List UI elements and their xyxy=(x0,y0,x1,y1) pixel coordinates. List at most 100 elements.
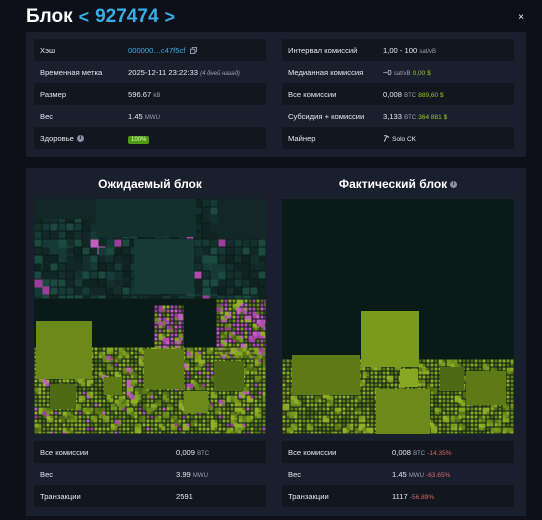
transaction-square[interactable] xyxy=(34,295,42,299)
transaction-square[interactable] xyxy=(374,375,378,379)
transaction-square[interactable] xyxy=(238,391,246,399)
transaction-square[interactable] xyxy=(134,367,138,371)
transaction-square[interactable] xyxy=(350,399,354,403)
transaction-square[interactable] xyxy=(254,407,262,415)
transaction-square[interactable] xyxy=(162,317,170,325)
transaction-square[interactable] xyxy=(252,351,256,355)
transaction-square[interactable] xyxy=(318,403,322,407)
transaction-square[interactable] xyxy=(474,427,478,431)
transaction-square[interactable] xyxy=(470,431,474,434)
transaction-square[interactable] xyxy=(150,423,154,427)
transaction-square[interactable] xyxy=(78,423,82,427)
transaction-square[interactable] xyxy=(234,239,242,247)
transaction-square[interactable] xyxy=(286,423,290,427)
transaction-square[interactable] xyxy=(118,415,122,419)
transaction-square[interactable] xyxy=(224,327,228,331)
transaction-square[interactable] xyxy=(438,399,442,403)
transaction-square[interactable] xyxy=(142,403,150,411)
transaction-square[interactable] xyxy=(66,415,74,423)
transaction-square[interactable] xyxy=(282,375,286,379)
transaction-square[interactable] xyxy=(242,367,250,375)
transaction-square[interactable] xyxy=(122,359,126,363)
transaction-square[interactable] xyxy=(126,387,134,395)
transaction-square[interactable] xyxy=(502,359,506,363)
transaction-square[interactable] xyxy=(154,305,158,309)
transaction-square[interactable] xyxy=(234,271,242,279)
transaction-square[interactable] xyxy=(294,411,298,415)
transaction-square[interactable] xyxy=(194,419,198,423)
transaction-square[interactable] xyxy=(170,305,174,309)
transaction-square[interactable] xyxy=(230,395,238,403)
transaction-square[interactable] xyxy=(122,391,126,395)
transaction-square[interactable] xyxy=(162,305,166,309)
transaction-square[interactable] xyxy=(158,407,162,411)
transaction-square[interactable] xyxy=(232,331,236,335)
transaction-square[interactable] xyxy=(66,239,74,247)
transaction-square[interactable] xyxy=(166,391,170,395)
transaction-square[interactable] xyxy=(446,431,450,434)
transaction-square[interactable] xyxy=(118,411,122,415)
transaction-square[interactable] xyxy=(294,395,298,399)
transaction-square[interactable] xyxy=(482,367,486,371)
transaction-square[interactable] xyxy=(166,317,170,321)
transaction-square[interactable] xyxy=(194,375,198,379)
transaction-square[interactable] xyxy=(70,411,74,415)
transaction-square[interactable] xyxy=(252,347,256,351)
transaction-square[interactable] xyxy=(238,403,242,407)
transaction-square[interactable] xyxy=(422,363,426,367)
transaction-square[interactable] xyxy=(226,411,230,415)
transaction-square[interactable] xyxy=(102,359,106,363)
transaction-square[interactable] xyxy=(262,375,266,379)
transaction-square[interactable] xyxy=(82,419,86,423)
transaction-square[interactable] xyxy=(244,343,248,347)
transaction-square[interactable] xyxy=(478,415,486,423)
transaction-square[interactable] xyxy=(134,239,194,294)
transaction-square[interactable] xyxy=(98,347,102,351)
transaction-square[interactable] xyxy=(482,359,486,363)
transaction-square[interactable] xyxy=(218,415,222,419)
transaction-square[interactable] xyxy=(248,347,252,351)
transaction-square[interactable] xyxy=(166,411,170,415)
transaction-square[interactable] xyxy=(264,319,266,327)
transaction-square[interactable] xyxy=(264,323,266,327)
transaction-square[interactable] xyxy=(422,367,430,375)
transaction-square[interactable] xyxy=(282,363,286,367)
transaction-square[interactable] xyxy=(50,423,54,427)
transaction-square[interactable] xyxy=(374,383,378,387)
transaction-square[interactable] xyxy=(252,307,256,311)
transaction-square[interactable] xyxy=(122,423,126,427)
transaction-square[interactable] xyxy=(238,419,242,423)
transaction-square[interactable] xyxy=(458,423,466,431)
transaction-square[interactable] xyxy=(206,427,210,431)
transaction-square[interactable] xyxy=(174,423,178,427)
transaction-square[interactable] xyxy=(98,387,102,391)
transaction-square[interactable] xyxy=(434,391,438,395)
transaction-square[interactable] xyxy=(158,423,166,431)
transaction-square[interactable] xyxy=(362,411,366,415)
transaction-square[interactable] xyxy=(462,415,466,419)
transaction-square[interactable] xyxy=(418,371,422,375)
transaction-square[interactable] xyxy=(34,231,42,239)
transaction-square[interactable] xyxy=(386,375,394,383)
transaction-square[interactable] xyxy=(490,415,494,419)
transaction-square[interactable] xyxy=(310,407,314,411)
transaction-square[interactable] xyxy=(106,407,110,411)
transaction-square[interactable] xyxy=(66,271,74,279)
transaction-square[interactable] xyxy=(238,411,242,415)
transaction-square[interactable] xyxy=(210,379,214,383)
transaction-square[interactable] xyxy=(94,347,98,351)
transaction-square[interactable] xyxy=(210,199,218,207)
transaction-square[interactable] xyxy=(252,331,260,339)
transaction-square[interactable] xyxy=(366,431,370,434)
transaction-square[interactable] xyxy=(354,427,362,434)
transaction-square[interactable] xyxy=(250,295,266,299)
transaction-square[interactable] xyxy=(478,431,482,434)
transaction-square[interactable] xyxy=(46,403,50,407)
transaction-square[interactable] xyxy=(214,355,218,359)
transaction-square[interactable] xyxy=(102,371,106,375)
transaction-square[interactable] xyxy=(118,431,122,434)
transaction-square[interactable] xyxy=(102,419,106,423)
transaction-square[interactable] xyxy=(102,367,106,371)
transaction-square[interactable] xyxy=(458,395,462,399)
transaction-square[interactable] xyxy=(182,363,190,371)
